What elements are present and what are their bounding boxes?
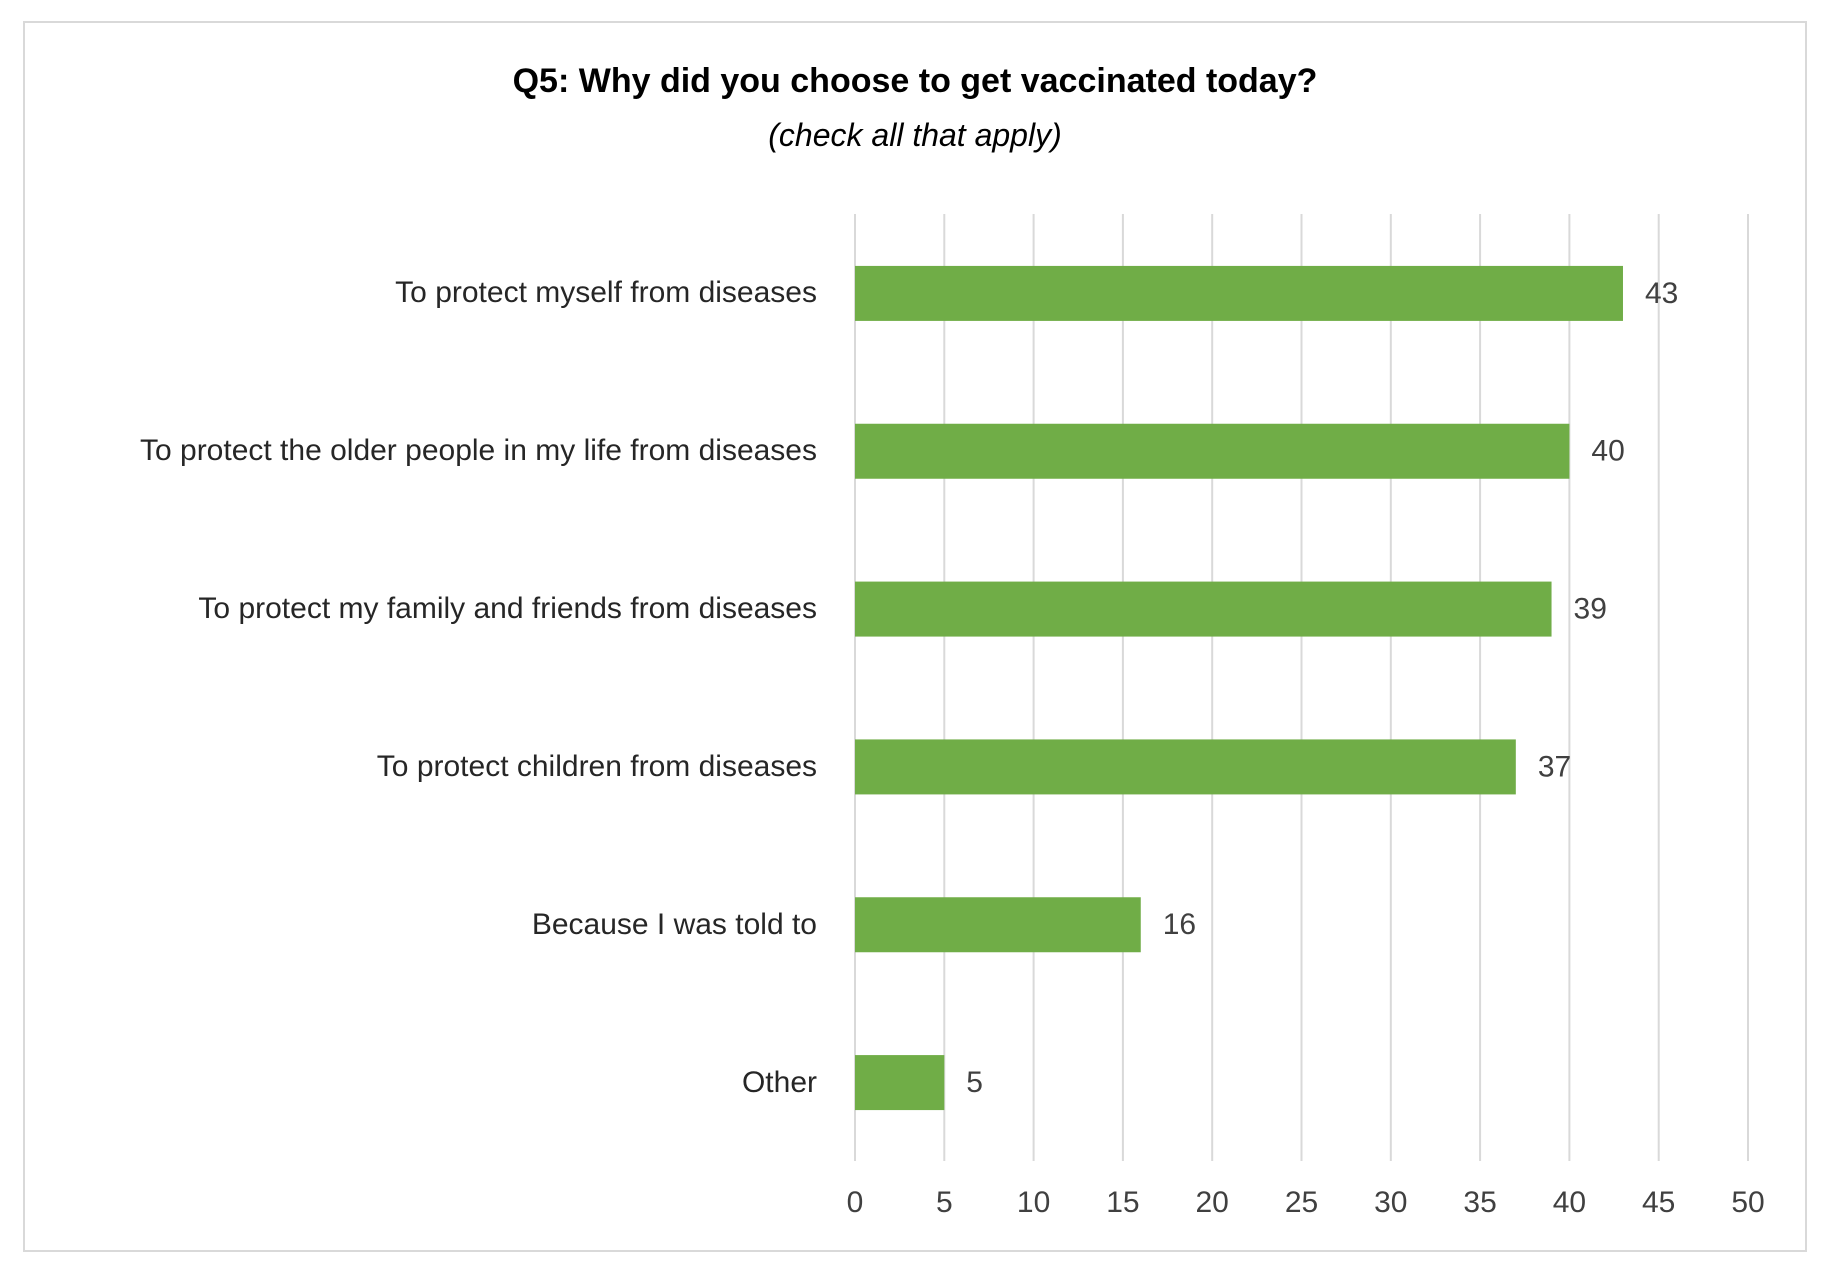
x-tick-label: 35 <box>1463 1186 1496 1219</box>
bar <box>855 897 1141 953</box>
y-tick-label: Other <box>741 1065 817 1099</box>
x-tick-label: 0 <box>847 1186 864 1219</box>
y-tick-label: Because I was told to <box>531 907 817 941</box>
value-label: 5 <box>966 1066 983 1099</box>
bar <box>855 423 1570 479</box>
x-tick-label: 40 <box>1553 1186 1586 1219</box>
x-tick-label: 45 <box>1642 1186 1675 1219</box>
y-tick-label: To protect the older people in my life f… <box>139 434 817 468</box>
y-tick-label: To protect myself from diseases <box>395 276 817 310</box>
chart-frame <box>23 21 1807 1252</box>
x-tick-label: 50 <box>1731 1186 1764 1219</box>
y-tick-label: To protect children from diseases <box>376 749 817 783</box>
x-tick-label: 15 <box>1106 1186 1139 1219</box>
value-label: 37 <box>1538 750 1571 783</box>
chart-title: Q5: Why did you choose to get vaccinated… <box>512 62 1318 100</box>
x-tick-label: 5 <box>936 1186 953 1219</box>
bar <box>855 265 1623 321</box>
y-tick-label: To protect my family and friends from di… <box>198 592 817 626</box>
bar <box>855 1055 945 1111</box>
value-label: 39 <box>1574 593 1607 626</box>
value-label: 40 <box>1591 435 1624 468</box>
value-label: 43 <box>1645 277 1678 310</box>
x-tick-label: 20 <box>1196 1186 1229 1219</box>
x-tick-label: 25 <box>1285 1186 1318 1219</box>
x-tick-label: 10 <box>1017 1186 1050 1219</box>
bar <box>855 581 1552 637</box>
bar <box>855 739 1516 795</box>
chart-subtitle: (check all that apply) <box>768 117 1062 153</box>
x-tick-label: 30 <box>1374 1186 1407 1219</box>
value-label: 16 <box>1163 908 1196 941</box>
